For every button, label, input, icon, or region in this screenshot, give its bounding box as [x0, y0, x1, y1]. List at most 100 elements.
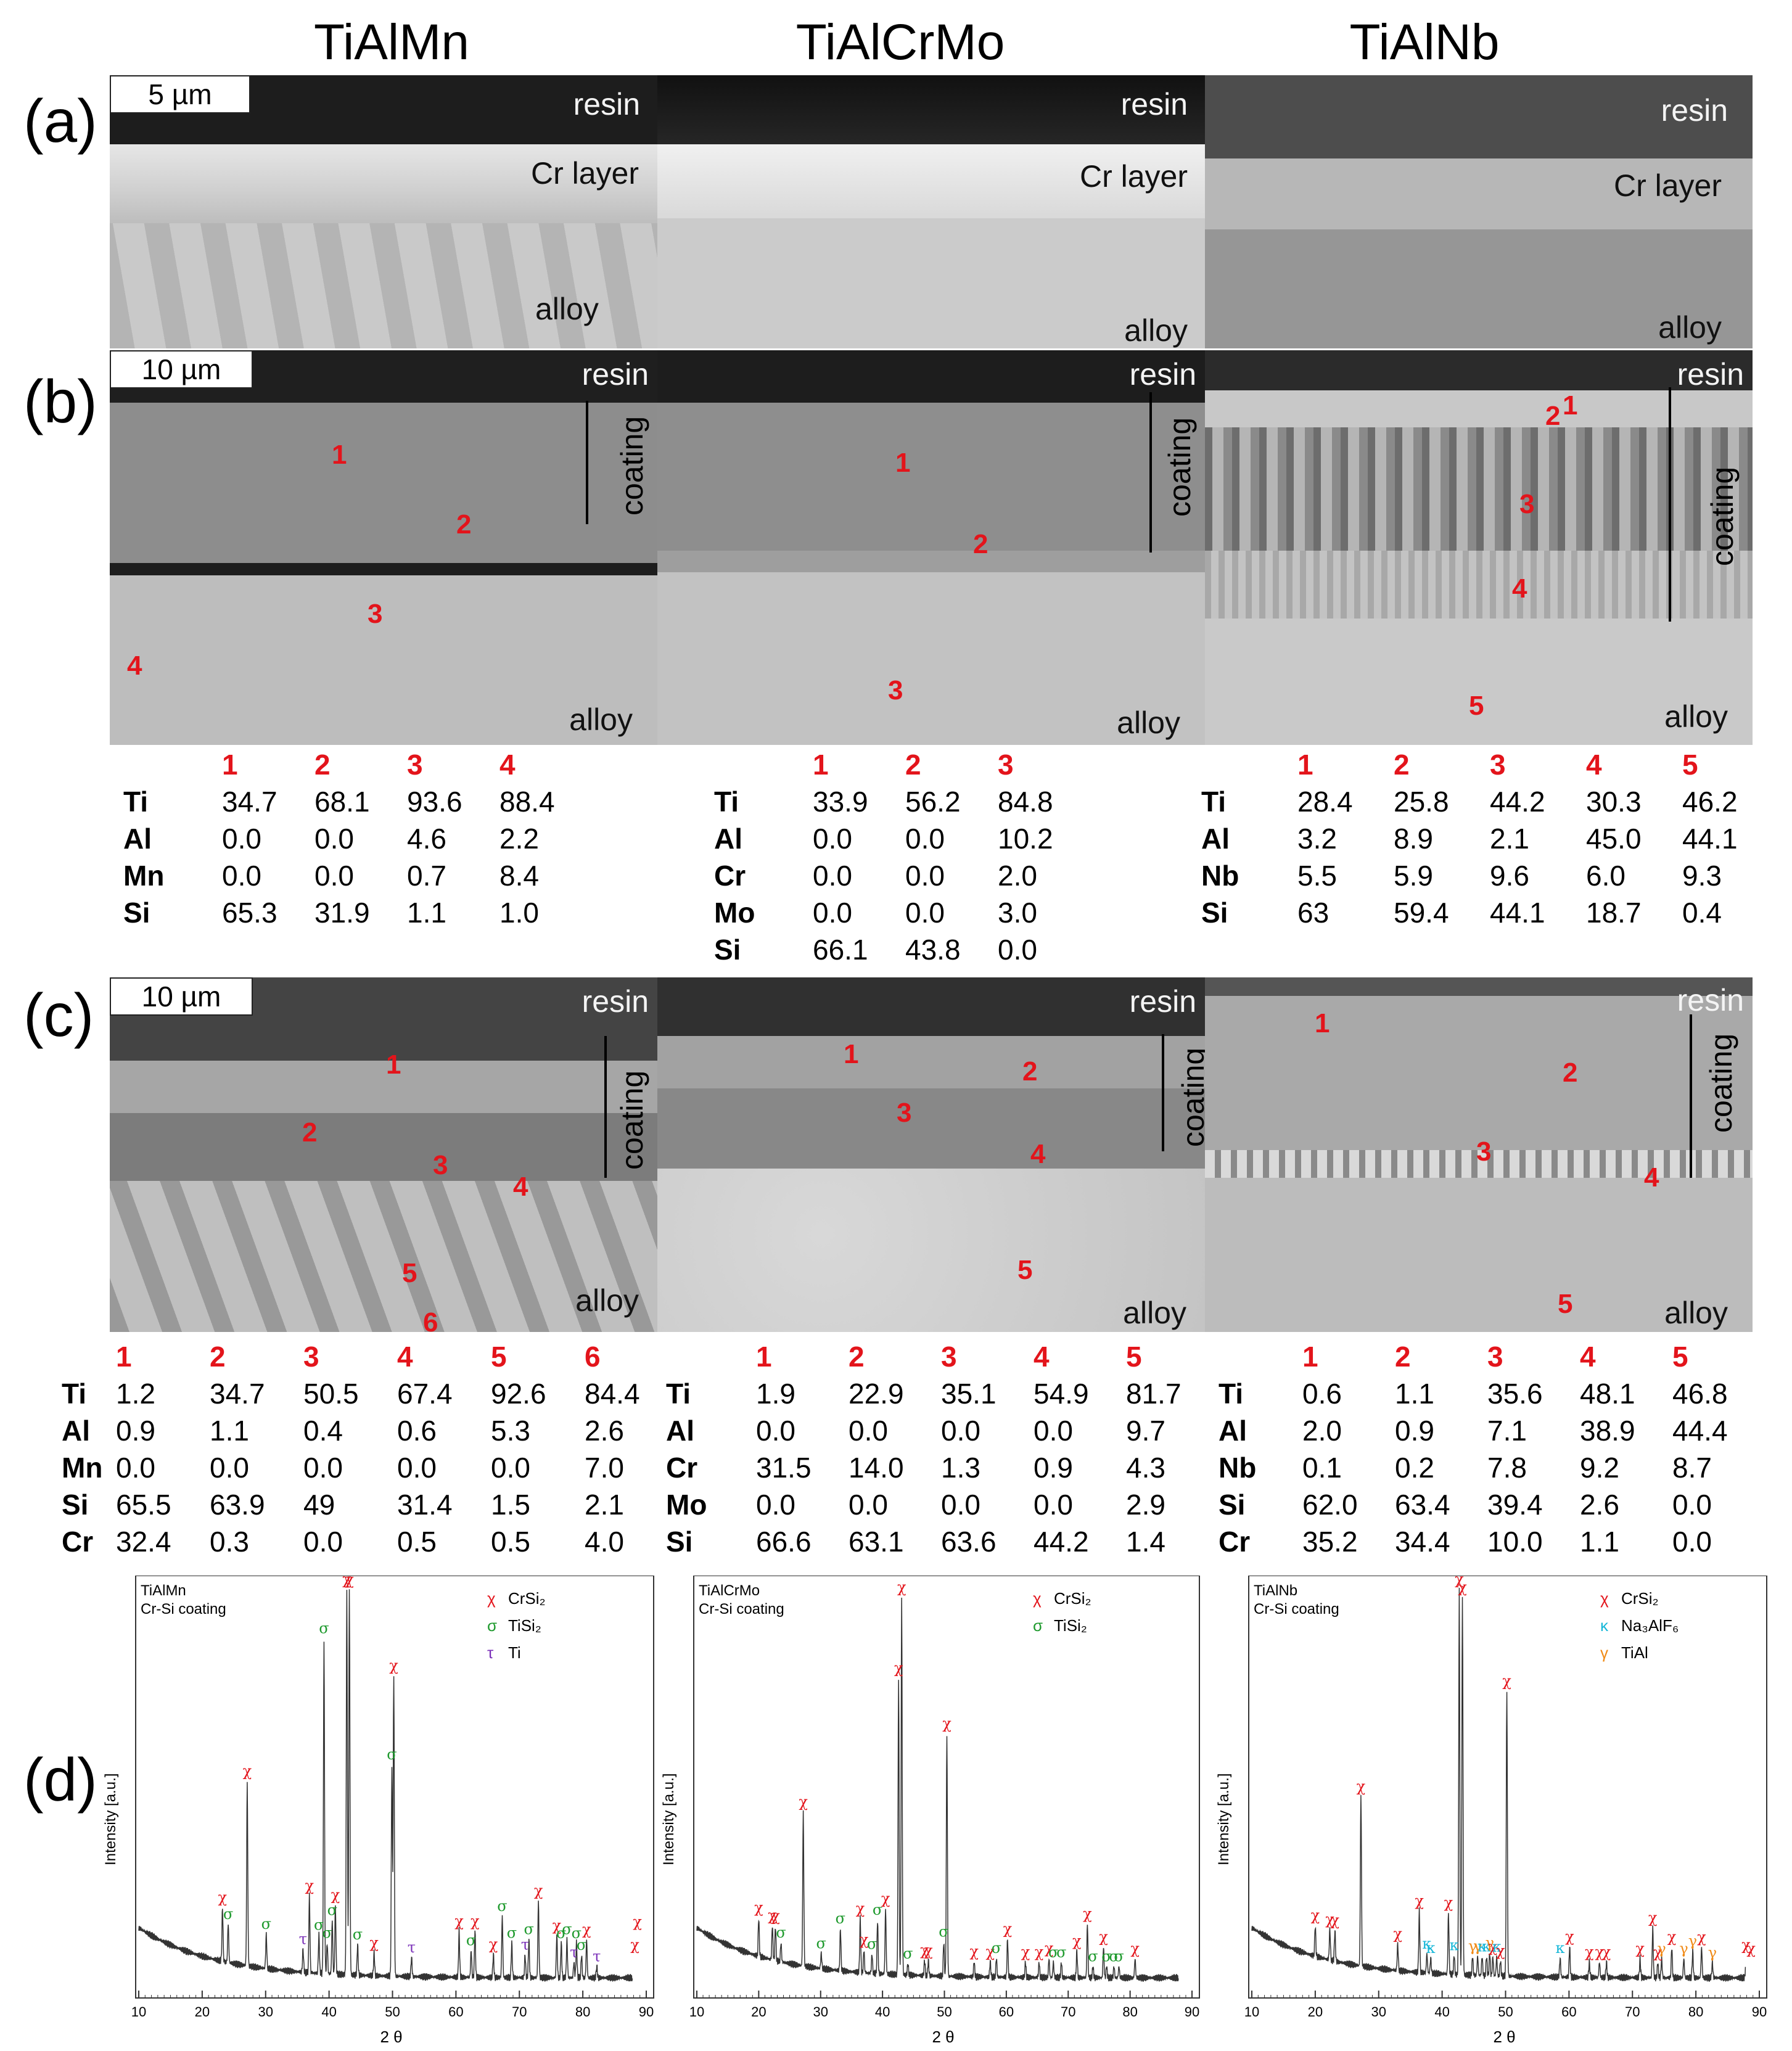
- x-tick-label: 20: [751, 2004, 766, 2020]
- column-header-point-3: 3: [1490, 749, 1506, 781]
- xrd-panel-tialnb: χ χ χ χ χ χ κ κ χ κ χ χ γ γ κ κ γ χ κ χ χ κ χ χ χ χ χ χ χ γ χ γ γ χ γ χ χ 10 2…: [1212, 1576, 1773, 2051]
- composition-value: 0.0: [813, 897, 852, 929]
- peak-label: χ: [331, 1886, 340, 1904]
- peak-label: χ: [1415, 1892, 1424, 1909]
- label-resin: resin: [582, 357, 649, 392]
- composition-value: 7.1: [1487, 1415, 1527, 1447]
- peak-label: σ: [1056, 1944, 1066, 1961]
- composition-table-c-tialcrmo: 1 2 3 4 5 Ti 1.9 22.9 35.1 54.9 81.7 Al 0.0 0.0 0.0 0.0…: [666, 1338, 1219, 1560]
- peak-label: σ: [1109, 1947, 1119, 1965]
- scale-bar-b: 10 µm: [110, 350, 253, 388]
- column-header-point-3: 3: [407, 749, 423, 781]
- legend-symbol: κ: [1600, 1616, 1608, 1635]
- peak-label: σ: [556, 1925, 566, 1942]
- composition-table-c-tialmn: 1 2 3 4 5 6 Ti 1.2 34.7 50.5 67.4 92.6 84.4 Al 0.9 1.1 0…: [62, 1338, 678, 1560]
- peak-label: σ: [223, 1905, 233, 1923]
- element-symbol: Al: [62, 1415, 90, 1447]
- peak-label: σ: [497, 1897, 507, 1915]
- composition-value: 31.5: [756, 1452, 812, 1484]
- composition-value: 3.0: [998, 897, 1037, 929]
- composition-value: 0.4: [303, 1415, 343, 1447]
- label-coating: coating: [615, 416, 649, 516]
- point-marker-4: 4: [1512, 573, 1527, 604]
- composition-value: 32.4: [116, 1526, 171, 1558]
- point-marker-3: 3: [888, 675, 903, 705]
- composition-value: 44.2: [1034, 1526, 1089, 1558]
- peak-label: γ: [1708, 1944, 1717, 1961]
- composition-value: 28.4: [1297, 786, 1353, 818]
- peak-label: χ: [1325, 1910, 1334, 1928]
- column-header-point-4: 4: [1580, 1341, 1596, 1373]
- composition-value: 0.0: [314, 860, 354, 892]
- composition-value: 0.0: [303, 1452, 343, 1484]
- peak-label: χ: [881, 1890, 890, 1907]
- legend-entry: τ Ti: [487, 1643, 521, 1663]
- peak-label: σ: [261, 1915, 271, 1933]
- composition-value: 92.6: [491, 1378, 546, 1410]
- label-alloy: alloy: [535, 292, 599, 326]
- peak-label: κ: [1422, 1935, 1431, 1952]
- legend-symbol: χ: [1033, 1589, 1042, 1608]
- peak-label: χ: [471, 1913, 480, 1930]
- x-tick-label: 50: [1498, 2004, 1513, 2020]
- label-coating: coating: [1162, 417, 1197, 517]
- legend-symbol: τ: [487, 1643, 494, 1662]
- composition-value: 0.6: [397, 1415, 437, 1447]
- composition-value: 48.1: [1580, 1378, 1635, 1410]
- label-coating: coating: [615, 1070, 649, 1170]
- peak-label: σ: [939, 1923, 948, 1940]
- x-tick-label: 70: [512, 2004, 527, 2020]
- composition-value: 84.4: [585, 1378, 640, 1410]
- legend-entry: χ CrSi₂: [1033, 1589, 1091, 1608]
- composition-value: 2.0: [1302, 1415, 1342, 1447]
- composition-value: 31.4: [397, 1489, 453, 1521]
- peak-label: σ: [873, 1901, 882, 1918]
- composition-value: 10.0: [1487, 1526, 1543, 1558]
- composition-value: 54.9: [1034, 1378, 1089, 1410]
- composition-value: 44.1: [1490, 897, 1545, 929]
- peak-label: χ: [1458, 1579, 1467, 1596]
- peak-label: γ: [1688, 1933, 1697, 1950]
- table-row: Si 63 59.4 44.1 18.7 0.4: [1201, 894, 1778, 931]
- sem-image-a-tialmn: 5 µm resin Cr layer alloy: [110, 75, 657, 348]
- sem-image-b-tialcrmo: resin coating 1 2 3 alloy: [657, 350, 1205, 745]
- composition-value: 0.0: [905, 897, 945, 929]
- composition-value: 0.0: [210, 1452, 249, 1484]
- peak-label: χ: [1455, 1576, 1464, 1588]
- x-tick-label: 10: [131, 2004, 146, 2020]
- composition-value: 0.5: [491, 1526, 530, 1558]
- peak-label: χ: [1444, 1894, 1453, 1911]
- table-row: Cr 32.4 0.3 0.0 0.5 0.5 4.0: [62, 1523, 678, 1560]
- composition-value: 7.8: [1487, 1452, 1527, 1484]
- composition-value: 34.7: [222, 786, 277, 818]
- peak-label: χ: [1585, 1944, 1594, 1961]
- peak-label: χ: [1021, 1944, 1030, 1961]
- peak-label: χ: [1130, 1940, 1140, 1957]
- peak-label: γ: [1468, 1938, 1477, 1955]
- table-row: Mn 0.0 0.0 0.0 0.0 0.0 7.0: [62, 1449, 678, 1486]
- composition-value: 0.0: [1672, 1526, 1712, 1558]
- peak-label: γ: [1657, 1940, 1666, 1957]
- element-symbol: Mo: [714, 897, 755, 929]
- peak-label: χ: [1035, 1944, 1044, 1961]
- peak-label: χ: [1502, 1672, 1511, 1690]
- row-label-a: (a): [23, 87, 97, 155]
- legend-symbol: σ: [1033, 1616, 1043, 1635]
- point-marker-5: 5: [402, 1258, 417, 1288]
- composition-table-b-tialnb: 1 2 3 4 5 Ti 28.4 25.8 44.2 30.3 46.2 Al 3.2 8.9 2.1 45…: [1201, 746, 1778, 931]
- point-marker-2: 2: [1545, 401, 1561, 431]
- x-axis-label: 2 θ: [1493, 2028, 1516, 2046]
- column-header-point-5: 5: [1672, 1341, 1688, 1373]
- coating-thickness-arrow: [586, 401, 588, 524]
- peak-label: χ: [924, 1942, 933, 1959]
- sample-name: TiAlMn: [141, 1582, 186, 1599]
- peak-label: χ: [243, 1762, 252, 1780]
- composition-value: 43.8: [905, 934, 961, 966]
- peak-label: χ: [454, 1912, 464, 1930]
- composition-value: 46.2: [1682, 786, 1738, 818]
- column-header-point-3: 3: [998, 749, 1014, 781]
- composition-value: 0.0: [491, 1452, 530, 1484]
- column-title-tialnb: TiAlNb: [1349, 14, 1500, 70]
- composition-value: 14.0: [849, 1452, 904, 1484]
